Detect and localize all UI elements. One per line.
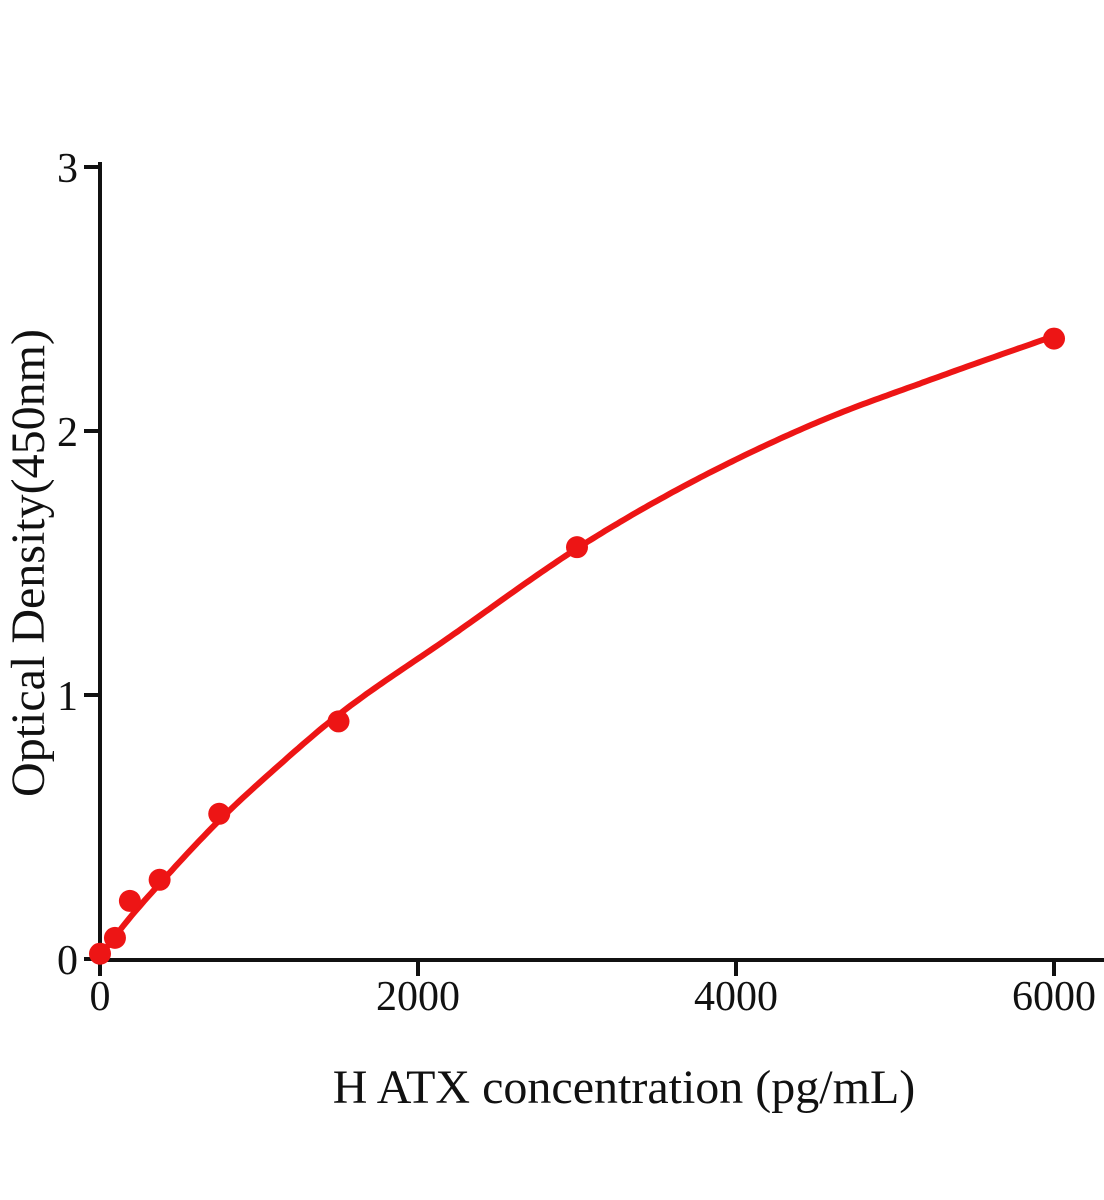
- data-point: [118, 889, 141, 912]
- x-tick-label: 2000: [376, 974, 460, 1020]
- y-tick-label: 1: [57, 674, 78, 720]
- data-point: [148, 868, 171, 891]
- x-axis-title: H ATX concentration (pg/mL): [333, 1061, 916, 1114]
- data-point: [327, 710, 350, 733]
- plot-area: 0 2000 4000 6000 0 1 2 3: [57, 146, 1104, 1020]
- data-point: [89, 942, 111, 965]
- y-tick-label: 2: [57, 410, 78, 456]
- data-point: [208, 802, 231, 825]
- data-point: [1043, 327, 1065, 350]
- data-point: [103, 926, 126, 949]
- y-tick-label: 3: [57, 146, 78, 192]
- y-axis-title: Optical Density(450nm): [2, 329, 55, 797]
- data-point: [566, 536, 588, 559]
- fit-curve: [97, 333, 1057, 960]
- y-tick-label: 0: [57, 938, 78, 984]
- x-tick-label: 0: [90, 974, 111, 1020]
- x-tick-label: 4000: [694, 974, 778, 1020]
- x-tick-label: 6000: [1012, 974, 1096, 1020]
